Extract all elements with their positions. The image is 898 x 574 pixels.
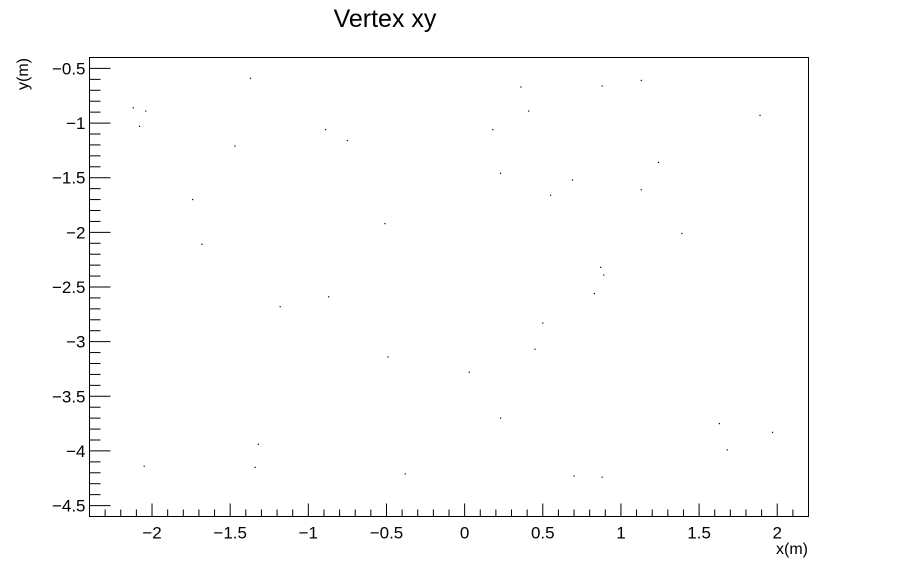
x-tick-label: −2 (142, 524, 161, 543)
x-tick-label: −1 (299, 524, 318, 543)
x-tick-labels: −2 −1.5 −1 −0.5 0 0.5 1 1.5 2 (142, 524, 782, 543)
data-point (640, 79, 642, 82)
x-axis-title: x(m) (776, 541, 808, 558)
data-point (601, 85, 603, 87)
data-point (600, 266, 602, 268)
data-point (549, 194, 552, 196)
data-point (468, 371, 470, 373)
x-tick-label: 1 (616, 524, 625, 543)
data-point (681, 232, 683, 235)
data-point (601, 476, 603, 478)
data-point (201, 243, 203, 245)
axis-ticks (89, 57, 809, 517)
data-point (234, 145, 236, 147)
data-point (528, 110, 530, 112)
data-point (499, 417, 502, 419)
data-point (249, 77, 252, 79)
data-point (254, 466, 256, 468)
x-tick-label: 1.5 (687, 524, 711, 543)
data-point (257, 443, 259, 445)
y-tick-label: −2.5 (52, 278, 86, 297)
data-point (640, 189, 642, 191)
data-point (593, 292, 595, 295)
y-tick-label: −1 (66, 114, 85, 133)
data-point (499, 172, 502, 174)
data-point (726, 449, 728, 451)
data-points (132, 77, 774, 478)
x-tick-label: −1.5 (213, 524, 247, 543)
data-point (138, 125, 141, 127)
data-point (404, 473, 406, 475)
y-tick-label: −0.5 (52, 59, 86, 78)
data-point (657, 161, 660, 164)
y-tick-label: −3 (66, 333, 85, 352)
y-tick-label: −1.5 (52, 169, 86, 188)
data-point (387, 356, 389, 358)
x-tick-label: −0.5 (370, 524, 404, 543)
data-point (771, 431, 774, 433)
chart-title: Vertex xy (334, 5, 437, 33)
data-point (145, 110, 147, 112)
x-tick-label: 0 (460, 524, 469, 543)
data-point (279, 306, 281, 308)
data-point (192, 198, 194, 201)
data-point (384, 223, 386, 225)
data-point (324, 129, 327, 131)
y-tick-label: −4 (66, 442, 85, 461)
x-tick-label: 0.5 (531, 524, 555, 543)
data-point (759, 114, 761, 117)
data-point (571, 179, 574, 181)
y-tick-label: −3.5 (52, 387, 86, 406)
data-point (573, 475, 575, 477)
x-tick-label: 2 (773, 524, 782, 543)
y-tick-labels: −0.5 −1 −1.5 −2 −2.5 −3 −3.5 −4 −4.5 (52, 59, 86, 515)
data-point (534, 348, 536, 350)
plot-frame (89, 57, 809, 517)
data-point (718, 423, 721, 425)
data-point (328, 296, 330, 298)
data-point (603, 274, 605, 276)
y-axis-title: y(m) (15, 58, 32, 90)
data-point (346, 139, 349, 142)
data-point (520, 86, 522, 88)
y-tick-label: −4.5 (52, 497, 86, 516)
data-point (542, 322, 544, 324)
data-point (132, 107, 134, 109)
data-point (492, 129, 494, 131)
y-tick-label: −2 (66, 223, 85, 242)
data-point (143, 465, 145, 467)
